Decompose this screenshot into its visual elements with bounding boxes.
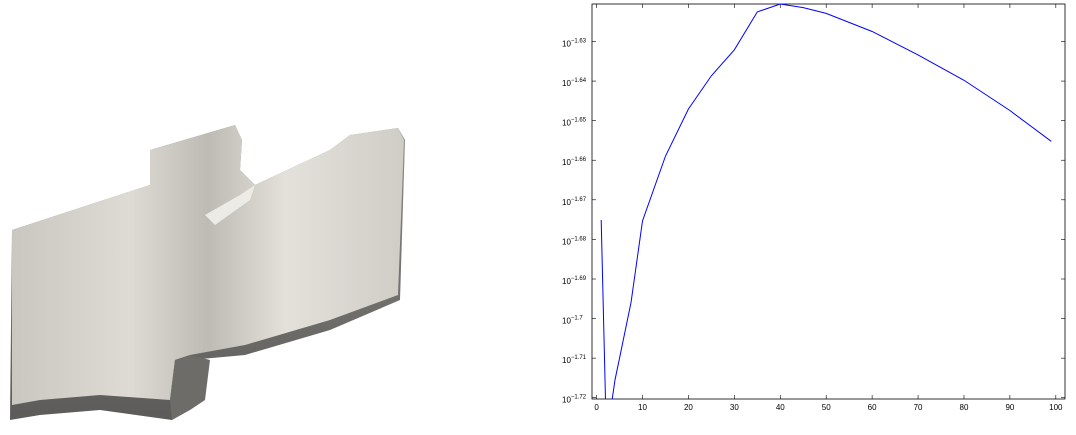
y-tick-label: 10−1.64 [562,78,587,89]
x-tick-label: 10 [638,403,647,412]
y-tick-label: 10−1.68 [562,236,587,247]
x-tick-label: 0 [594,403,599,412]
y-tick-label: 10−1.72 [562,394,587,405]
y-tick-label: 10−1.71 [562,355,587,366]
x-tick-label: 70 [914,403,923,412]
plot-frame [591,3,1066,400]
3d-render [10,125,405,420]
y-tick-label: 10−1.65 [562,117,587,128]
x-tick-label: 90 [1005,403,1014,412]
y-tick-label: 10−1.69 [562,276,587,287]
x-tick-label: 80 [960,403,969,412]
shape-face [12,125,404,405]
x-tick-label: 50 [822,403,831,412]
y-tick-label: 10−1.7 [562,315,583,326]
x-tick-label: 20 [684,403,693,412]
shape-edge [170,355,210,420]
x-tick-label: 40 [776,403,785,412]
y-tick-label: 10−1.66 [562,157,587,168]
x-tick-label: 100 [1049,403,1063,412]
x-tick-label: 60 [868,403,877,412]
y-tick-label: 10−1.67 [562,196,587,207]
data-line [600,4,1052,399]
shape-highlight [205,185,255,225]
x-tick-label: 30 [730,403,739,412]
y-tick-label: 10−1.63 [562,38,587,49]
